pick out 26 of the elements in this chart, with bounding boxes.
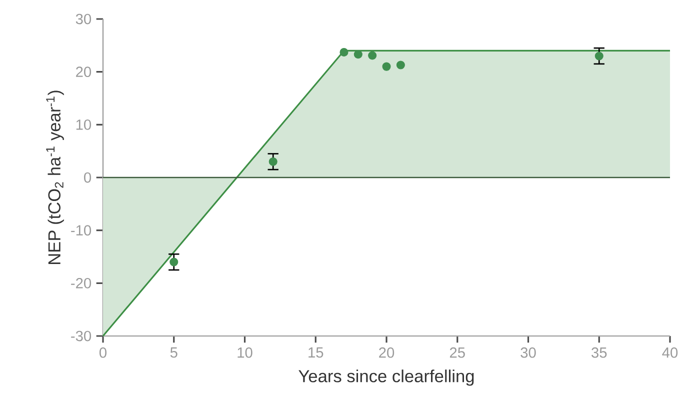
point xyxy=(170,258,178,266)
y-tick-label: 10 xyxy=(76,119,92,130)
x-tick-label: 30 xyxy=(520,347,536,358)
x-tick-label: 25 xyxy=(450,347,465,358)
point xyxy=(268,157,278,166)
point xyxy=(594,52,604,60)
x-tick-label: 0 xyxy=(99,347,106,358)
x-tick-label: 35 xyxy=(592,347,607,358)
y-tick-label: 30 xyxy=(76,14,92,24)
x-axis-title: Years since clearfelling xyxy=(298,370,474,386)
y-tick-label: 0 xyxy=(84,172,92,183)
x-tick-label: 15 xyxy=(308,347,324,358)
x-tick-label: 10 xyxy=(238,347,252,358)
point xyxy=(340,48,348,57)
point xyxy=(354,50,362,59)
point xyxy=(396,60,405,70)
point xyxy=(382,62,391,71)
y-axis-title: NEP (tCO$_{2}$ ha$^{-1}$ year$^{-1}$) xyxy=(46,90,64,264)
x-tick-label: 5 xyxy=(170,347,178,358)
x-tick-label: 40 xyxy=(662,347,678,358)
y-tick-label: -10 xyxy=(71,225,92,236)
x-tick-label: 20 xyxy=(379,347,394,358)
y-tick-label: 20 xyxy=(76,66,92,78)
y-tick-label: -30 xyxy=(71,330,92,342)
point xyxy=(368,51,377,60)
y-tick-label: -20 xyxy=(71,278,92,288)
